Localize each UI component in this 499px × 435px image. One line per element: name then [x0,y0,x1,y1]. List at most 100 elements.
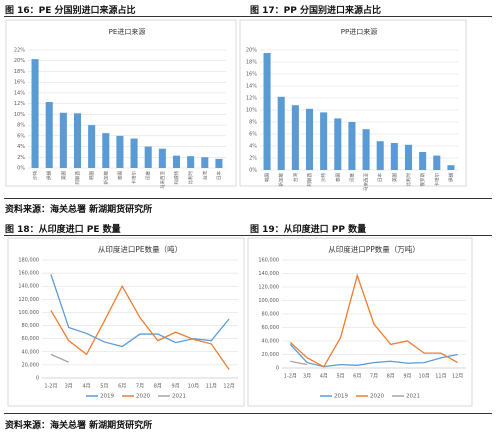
x-tick-label: 韩国 [88,171,95,180]
x-tick-label: 比利时 [405,173,412,187]
x-tick-label: 韩国 [264,173,271,182]
bar [277,96,285,170]
rule [4,413,492,414]
figure-caption: 图 18：从印度进口 PE 数量 [5,225,121,235]
x-tick-label: 卡塔尔 [433,173,440,187]
chart-title: PP进口来源 [341,27,377,36]
bar [320,112,328,170]
x-tick-label: 3月 [303,374,311,380]
bar [144,146,152,168]
y-tick-label: 0% [17,166,25,172]
x-tick-label: 11月 [435,374,446,380]
x-tick-label: 4月 [82,384,90,390]
x-tick-label: 卡塔尔 [131,171,138,185]
y-tick-label: 10% [14,112,25,118]
legend-label: 2019 [334,394,348,400]
x-tick-label: 9月 [172,384,180,390]
x-tick-label: 7月 [370,374,378,380]
y-tick-label: 60,000 [22,336,40,342]
x-tick-label: 伊朗 [46,171,53,180]
y-tick-label: 10% [246,108,257,114]
x-tick-label: 泰国 [116,171,123,180]
line-series [289,273,458,368]
bar [305,108,314,170]
y-tick-label: 60,000 [262,325,280,331]
bar [419,152,427,170]
line-series [289,343,458,368]
x-tick-label: 7月 [136,384,144,390]
x-tick-label: 阿联酋 [306,173,313,187]
x-tick-label: 12月 [223,384,234,390]
x-tick-label: 马来西亚 [363,173,370,191]
y-tick-label: 16% [246,72,257,78]
y-tick-label: 40,000 [22,349,40,355]
y-tick-label: 22% [14,48,25,54]
rule [4,235,492,236]
x-tick-label: 3月 [65,384,73,390]
y-tick-label: 8% [249,120,257,126]
x-tick-label: 8月 [154,384,162,390]
bar [334,118,342,170]
figure-caption: 图 16：PE 分国别进口来源占比 [5,6,136,16]
line-series [50,353,69,363]
x-tick-label: 台湾 [201,171,208,180]
line-series [50,284,230,370]
bar [45,102,53,168]
line-series [50,274,230,348]
y-tick-label: 0 [36,376,39,382]
y-tick-label: 120,000 [258,285,279,291]
bar [31,59,39,169]
bar [172,155,181,168]
y-tick-label: 40,000 [262,339,280,345]
y-tick-label: 140,000 [258,271,279,277]
y-tick-label: 18% [14,69,25,75]
x-tick-label: 5月 [336,374,344,380]
bar [116,135,124,168]
x-tick-label: 日本 [215,171,222,180]
y-tick-label: 2% [17,155,25,161]
x-tick-label: 新加坡 [102,171,109,185]
x-tick-label: 新加坡 [278,173,285,187]
bar [130,138,138,168]
x-tick-label: 6月 [118,384,126,390]
x-tick-label: 8月 [387,374,395,380]
y-tick-label: 20% [14,58,25,64]
y-tick-label: 120,000 [18,297,39,303]
x-tick-label: 10月 [188,384,199,390]
x-tick-label: 马来西亚 [159,171,166,189]
bar [201,157,209,168]
y-tick-label: 0% [249,168,257,174]
bar [263,53,271,170]
x-tick-label: 印度 [348,173,355,182]
x-tick-label: 比利时 [187,171,194,185]
x-tick-label: 1-2月 [284,374,297,380]
y-tick-label: 80,000 [262,312,280,318]
figure-caption: 图 19：从印度进口 PP 数量 [250,225,367,235]
source-note: 资料来源：海关总署 新湖期货研究所 [5,205,153,215]
y-tick-label: 2% [249,156,257,162]
y-tick-label: 18% [246,60,257,66]
x-tick-label: 4月 [320,374,328,380]
legend-label: 2021 [172,394,186,400]
y-tick-label: 160,000 [18,271,39,277]
x-tick-label: 12月 [452,374,463,380]
bar [73,113,82,168]
source-note: 资料来源：海关总署 新湖期货研究所 [5,421,153,431]
bar [447,165,455,170]
y-tick-label: 0 [276,366,279,372]
bar [59,112,67,168]
y-tick-label: 8% [17,123,25,129]
y-tick-label: 180,000 [18,258,39,264]
x-tick-label: 日本 [377,173,384,182]
y-tick-label: 16% [14,80,25,86]
bar [404,144,413,170]
x-tick-label: 6月 [353,374,361,380]
y-tick-label: 12% [246,96,257,102]
rule [4,198,492,199]
x-tick-label: 11月 [206,384,217,390]
y-tick-label: 20% [246,48,257,54]
x-tick-label: 俄罗斯 [419,173,426,187]
bar [187,156,195,168]
chart-title: PE进口来源 [109,27,146,36]
